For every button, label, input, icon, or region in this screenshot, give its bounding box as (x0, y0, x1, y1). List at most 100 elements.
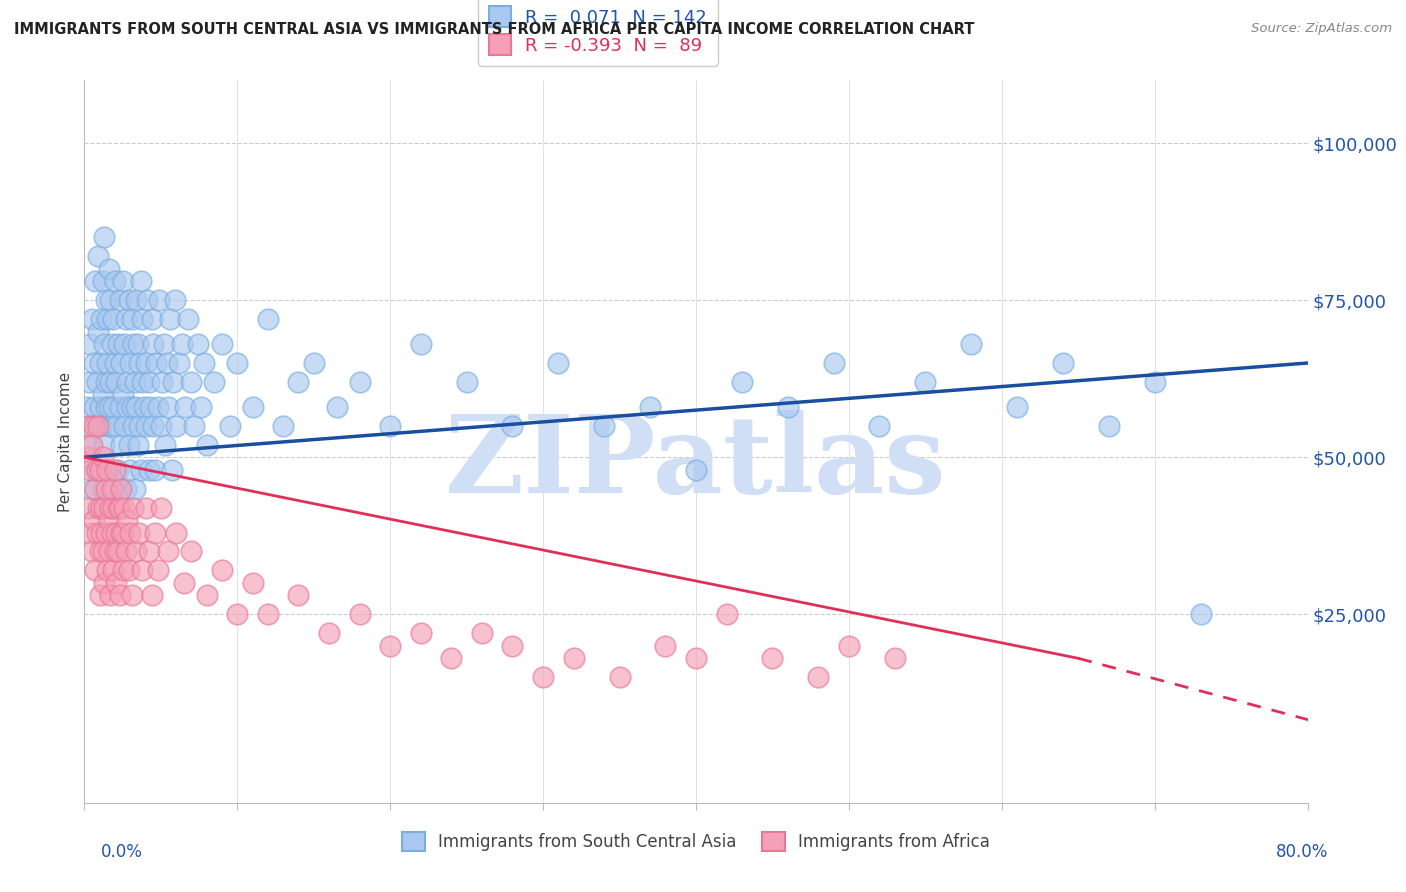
Point (105, 525, 128, 540)
Point (97, 418, 120, 433)
Point (90, 525, 112, 540)
Point (121, 312, 143, 326)
Point (349, 607, 371, 622)
Point (146, 563, 169, 577)
Point (162, 375, 184, 389)
Point (98, 500, 121, 515)
Point (96, 356, 118, 370)
Point (80, 312, 103, 326)
Point (87, 418, 110, 433)
Point (104, 544, 127, 558)
Point (89, 400, 111, 414)
Point (761, 651, 783, 665)
Point (242, 575, 264, 590)
Point (562, 651, 585, 665)
Point (89, 463, 111, 477)
Point (287, 589, 309, 603)
Point (167, 356, 190, 370)
Point (94, 375, 117, 389)
Point (98, 293, 121, 308)
Point (90, 500, 112, 515)
Point (195, 589, 218, 603)
Point (914, 375, 936, 389)
Point (131, 312, 153, 326)
Point (156, 356, 179, 370)
Point (593, 418, 616, 433)
Point (94, 400, 117, 414)
Point (211, 563, 233, 577)
Point (77, 375, 100, 389)
Point (257, 607, 280, 622)
Point (685, 463, 707, 477)
Point (108, 589, 131, 603)
Point (190, 400, 212, 414)
Text: 80.0%: 80.0% (1277, 843, 1329, 861)
Point (93, 500, 115, 515)
Text: Source: ZipAtlas.com: Source: ZipAtlas.com (1251, 22, 1392, 36)
Point (218, 418, 240, 433)
Point (86, 375, 108, 389)
Point (103, 312, 125, 326)
Point (173, 575, 195, 590)
Point (104, 463, 127, 477)
Point (80, 438, 103, 452)
Point (77, 418, 100, 433)
Point (111, 274, 134, 288)
Point (150, 375, 173, 389)
Point (609, 670, 631, 684)
Point (124, 375, 146, 389)
Point (409, 337, 432, 351)
Point (103, 400, 125, 414)
Point (159, 312, 181, 326)
Point (869, 418, 891, 433)
Point (163, 293, 186, 308)
Point (121, 400, 143, 414)
Point (83, 400, 105, 414)
Point (193, 356, 215, 370)
Point (195, 438, 218, 452)
Point (638, 400, 661, 414)
Point (108, 293, 131, 308)
Point (83, 356, 105, 370)
Point (180, 375, 202, 389)
Point (129, 274, 152, 288)
Point (165, 418, 187, 433)
Point (104, 356, 127, 370)
Point (79, 463, 101, 477)
Point (96, 463, 118, 477)
Point (122, 418, 145, 433)
Point (143, 463, 166, 477)
Point (122, 500, 145, 515)
Point (87, 500, 110, 515)
Point (157, 400, 180, 414)
Point (120, 525, 142, 540)
Point (98, 589, 121, 603)
Point (127, 337, 149, 351)
Point (107, 544, 129, 558)
Point (111, 563, 134, 577)
Point (91, 544, 114, 558)
Point (118, 563, 141, 577)
Point (86, 418, 108, 433)
Point (960, 337, 983, 351)
Point (114, 544, 136, 558)
Point (76, 450, 98, 465)
Point (153, 337, 176, 351)
Point (128, 356, 150, 370)
Point (89, 544, 111, 558)
Point (110, 525, 132, 540)
Point (84, 563, 107, 577)
Point (108, 500, 131, 515)
Point (302, 356, 325, 370)
Point (105, 418, 128, 433)
Point (101, 418, 124, 433)
Point (118, 293, 141, 308)
Point (271, 418, 294, 433)
Point (93, 337, 115, 351)
Point (502, 418, 524, 433)
Point (87, 325, 110, 339)
Point (90, 418, 112, 433)
Point (98, 375, 121, 389)
Point (94, 293, 117, 308)
Point (318, 626, 340, 640)
